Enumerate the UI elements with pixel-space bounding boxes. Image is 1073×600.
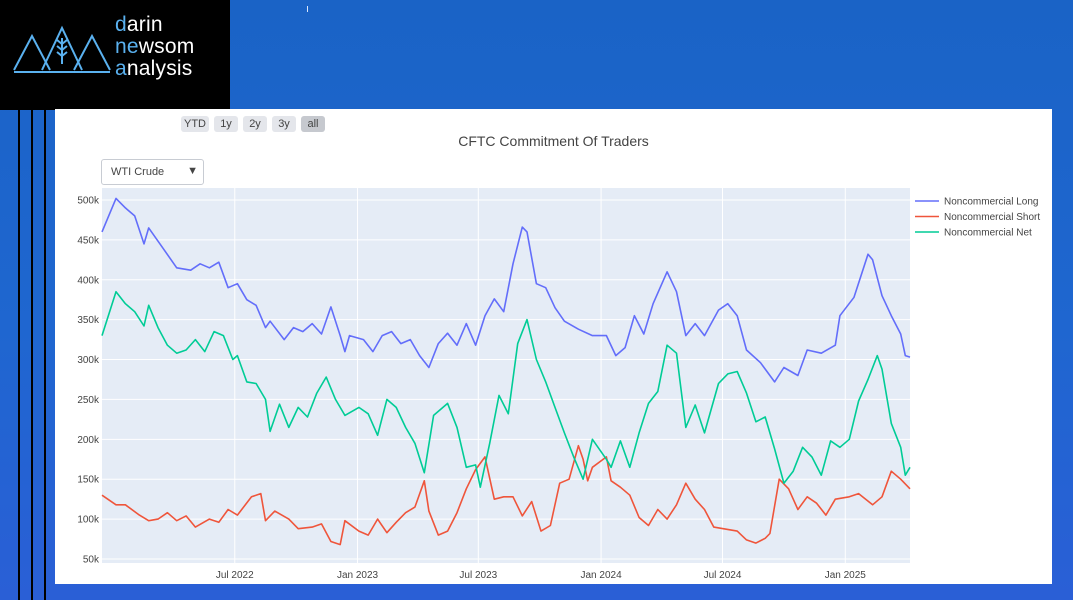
brand-logo: darin newsom analysis xyxy=(0,0,230,110)
x-tick-label: Jan 2024 xyxy=(581,570,623,581)
series-line-noncommercial-long xyxy=(101,197,911,383)
y-tick-label: 100k xyxy=(77,515,100,526)
divider xyxy=(18,110,20,600)
brand-name: darin newsom analysis xyxy=(115,14,194,80)
brand-letter: d xyxy=(115,13,127,36)
range-button-1y[interactable]: 1y xyxy=(214,116,238,132)
y-tick-label: 250k xyxy=(77,395,100,406)
x-tick-label: Jul 2024 xyxy=(704,570,742,581)
range-button-3y[interactable]: 3y xyxy=(272,116,296,132)
brand-letter: a xyxy=(115,57,127,80)
line-chart: 50k 100k 150k 200k 250k 300k 350k 400k 450k 500k J… xyxy=(77,188,1040,581)
series-line-noncommercial-net xyxy=(101,290,911,489)
brand-word-newsom: som xyxy=(154,35,195,58)
y-tick-label: 350k xyxy=(77,315,100,326)
x-tick-label: Jan 2023 xyxy=(337,570,379,581)
y-tick-label: 50k xyxy=(83,555,100,566)
caret-down-icon: ▼ xyxy=(187,165,198,177)
brand-word-analysis: nalysis xyxy=(126,57,193,80)
x-tick-label: Jul 2023 xyxy=(459,570,497,581)
plot-area xyxy=(102,188,910,563)
y-tick-label: 300k xyxy=(77,355,100,366)
y-tick-label: 400k xyxy=(77,275,100,286)
divider xyxy=(31,110,33,600)
range-button-2y[interactable]: 2y xyxy=(243,116,267,132)
commodity-dropdown[interactable]: WTI Crude ▼ xyxy=(101,159,204,185)
range-button-all[interactable]: all xyxy=(301,116,325,132)
chart-panel: YTD 1y 2y 3y all CFTC Commitment Of Trad… xyxy=(55,109,1052,584)
chart-title: CFTC Commitment Of Traders xyxy=(458,133,649,149)
y-tick-label: 450k xyxy=(77,235,100,246)
y-tick-label: 200k xyxy=(77,435,100,446)
dropdown-selected-value: WTI Crude xyxy=(111,166,165,178)
y-tick-label: 150k xyxy=(77,475,100,486)
y-tick-label: 500k xyxy=(77,195,100,206)
brand-letter: w xyxy=(138,35,155,58)
brand-word-darin: arin xyxy=(126,13,163,36)
mountain-logo-icon xyxy=(13,25,111,73)
legend-label: Noncommercial Short xyxy=(944,212,1040,223)
legend-label: Noncommercial Net xyxy=(944,228,1032,239)
series-line-noncommercial-short xyxy=(101,444,911,546)
legend-label: Noncommercial Long xyxy=(944,197,1039,208)
range-button-ytd[interactable]: YTD xyxy=(181,116,209,132)
divider xyxy=(44,110,46,600)
x-tick-label: Jul 2022 xyxy=(216,570,254,581)
x-tick-label: Jan 2025 xyxy=(825,570,867,581)
brand-letter: ne xyxy=(115,35,139,58)
divider xyxy=(307,6,308,12)
